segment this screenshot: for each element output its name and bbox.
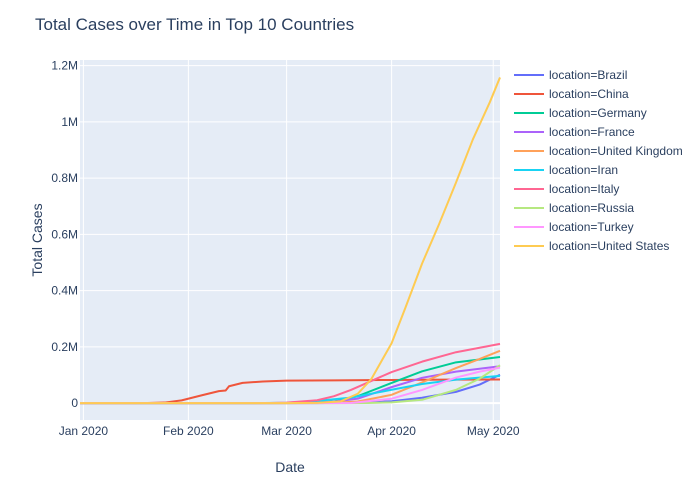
x-tick-label: Mar 2020 <box>261 424 312 438</box>
y-tick-label: 0 <box>71 396 78 410</box>
y-tick-label: 1M <box>61 115 78 129</box>
legend-item[interactable]: location=Germany <box>514 106 647 120</box>
legend-item[interactable]: location=China <box>514 87 629 101</box>
y-tick-label: 0.8M <box>51 171 78 185</box>
legend-item[interactable]: location=France <box>514 125 635 139</box>
legend-label: location=United States <box>549 239 669 253</box>
x-tick-label: Feb 2020 <box>163 424 214 438</box>
legend-label: location=United Kingdom <box>549 144 683 158</box>
legend-label: location=Brazil <box>549 68 627 82</box>
legend-item[interactable]: location=United States <box>514 239 669 253</box>
legend-label: location=France <box>549 125 635 139</box>
legend-label: location=Russia <box>549 201 634 215</box>
y-tick-label: 0.6M <box>51 227 78 241</box>
legend-label: location=Turkey <box>549 220 634 234</box>
legend-item[interactable]: location=Russia <box>514 201 634 215</box>
legend-item[interactable]: location=Brazil <box>514 68 627 82</box>
plot-background <box>80 60 500 420</box>
x-tick-label: May 2020 <box>467 424 520 438</box>
x-tick-label: Jan 2020 <box>59 424 109 438</box>
y-tick-label: 0.4M <box>51 284 78 298</box>
legend-item[interactable]: location=Turkey <box>514 220 634 234</box>
series-layer <box>79 77 501 405</box>
legend: location=Brazil location=China location=Ge… <box>514 68 683 253</box>
legend-item[interactable]: location=Iran <box>514 163 618 177</box>
legend-label: location=China <box>549 87 629 101</box>
tick-labels: 0 0.2M 0.4M 0.6M 0.8M 1M 1.2M Jan 2020 Feb 2020 M… <box>51 59 520 438</box>
y-axis-label: Total Cases <box>29 203 45 276</box>
chart-title: Total Cases over Time in Top 10 Countrie… <box>35 15 354 34</box>
legend-label: location=Italy <box>549 182 619 196</box>
y-tick-label: 0.2M <box>51 340 78 354</box>
x-axis-label: Date <box>275 459 305 475</box>
legend-label: location=Germany <box>549 106 647 120</box>
legend-item[interactable]: location=United Kingdom <box>514 144 683 158</box>
series-line <box>79 77 501 405</box>
legend-item[interactable]: location=Italy <box>514 182 619 196</box>
legend-label: location=Iran <box>549 163 618 177</box>
y-tick-label: 1.2M <box>51 59 78 73</box>
x-tick-label: Apr 2020 <box>367 424 416 438</box>
x-grid <box>82 60 494 420</box>
